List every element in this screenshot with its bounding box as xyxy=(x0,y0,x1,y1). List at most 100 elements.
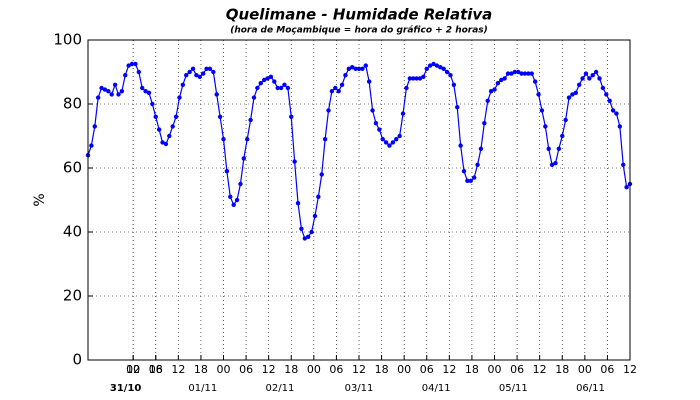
data-point xyxy=(543,124,548,129)
data-point xyxy=(180,82,186,88)
data-point xyxy=(607,98,612,104)
data-point xyxy=(123,73,128,78)
data-point xyxy=(387,143,392,148)
data-point xyxy=(461,169,467,174)
data-point xyxy=(383,140,389,145)
y-tick-label: 40 xyxy=(63,223,82,241)
data-point xyxy=(333,85,338,91)
data-point xyxy=(150,101,155,107)
data-point xyxy=(234,197,240,203)
data-point xyxy=(404,85,409,91)
date-label: 31/10 xyxy=(110,383,142,394)
data-point xyxy=(505,71,511,76)
data-point xyxy=(438,65,443,70)
x-tick-label: 18 xyxy=(149,363,163,376)
data-point xyxy=(560,133,565,139)
data-point xyxy=(431,61,436,67)
data-point xyxy=(116,92,121,97)
x-tick-label: 12 xyxy=(262,363,276,376)
data-point xyxy=(312,213,318,219)
data-point xyxy=(217,114,223,120)
data-point xyxy=(319,172,324,177)
data-point xyxy=(92,124,97,129)
data-point xyxy=(566,95,572,100)
data-point xyxy=(136,69,142,75)
data-point xyxy=(563,117,568,123)
data-point xyxy=(519,71,524,76)
chart-subtitle: (hora de Moçambique = hora do gráfico + … xyxy=(230,26,488,36)
data-point xyxy=(373,121,379,126)
x-tick-label: 06 xyxy=(600,363,614,376)
data-point xyxy=(400,111,406,116)
data-point xyxy=(309,229,314,235)
data-point xyxy=(499,77,504,83)
data-point xyxy=(597,76,602,81)
data-point xyxy=(363,63,368,68)
y-tick-label: 100 xyxy=(53,31,82,49)
data-point xyxy=(160,140,165,145)
data-point xyxy=(339,82,345,88)
data-point xyxy=(380,137,385,142)
data-point xyxy=(397,133,402,139)
data-point xyxy=(99,85,104,91)
x-tick-label: 18 xyxy=(465,363,479,376)
data-point xyxy=(282,82,287,88)
data-point xyxy=(95,95,101,100)
data-point xyxy=(495,81,501,86)
data-point xyxy=(146,90,152,96)
x-tick-label: 12 xyxy=(623,363,637,376)
x-tick-label: 12 xyxy=(533,363,547,376)
data-point xyxy=(421,74,426,80)
x-tick-label: 06 xyxy=(329,363,343,376)
data-point xyxy=(143,89,148,94)
data-point xyxy=(549,162,555,167)
x-tick-label: 06 xyxy=(420,363,434,376)
plot-frame xyxy=(87,39,631,361)
x-tick-label: 18 xyxy=(194,363,208,376)
data-point xyxy=(600,85,606,91)
data-point xyxy=(238,181,243,187)
data-point xyxy=(614,111,619,116)
data-point xyxy=(407,76,413,81)
data-point xyxy=(245,137,250,142)
y-tick-label: 60 xyxy=(63,159,82,177)
x-tick-label: 12 xyxy=(171,363,185,376)
date-label: 04/11 xyxy=(422,383,451,394)
data-point xyxy=(251,95,257,100)
data-point xyxy=(536,92,541,97)
data-point xyxy=(475,162,480,167)
date-label: 03/11 xyxy=(345,383,374,394)
data-point xyxy=(573,90,578,96)
data-point xyxy=(326,108,331,113)
data-point xyxy=(346,66,352,72)
data-point xyxy=(471,175,477,180)
data-point xyxy=(455,105,460,110)
data-point xyxy=(526,71,531,76)
data-point xyxy=(546,146,551,151)
data-point xyxy=(261,77,267,83)
data-point xyxy=(299,226,304,231)
date-label: 06/11 xyxy=(576,383,605,394)
x-tick-label: 00 xyxy=(126,363,140,376)
x-tick-label: 12 xyxy=(352,363,366,376)
data-point xyxy=(167,133,172,139)
plot xyxy=(85,61,633,241)
data-point xyxy=(553,161,558,166)
x-tick-label: 12 xyxy=(126,363,140,376)
data-point xyxy=(532,79,538,84)
data-point xyxy=(414,76,419,81)
data-point xyxy=(329,89,335,94)
data-point xyxy=(187,69,192,75)
data-point xyxy=(285,85,291,91)
data-point xyxy=(390,140,396,145)
data-point xyxy=(366,79,372,84)
data-point xyxy=(427,63,433,68)
data-point xyxy=(350,65,355,70)
date-label: 01/11 xyxy=(188,383,217,394)
data-point xyxy=(509,71,514,76)
data-point xyxy=(424,66,429,72)
y-tick-label: 0 xyxy=(72,351,82,369)
x-tick-label: 12 xyxy=(442,363,456,376)
data-point xyxy=(322,137,328,142)
